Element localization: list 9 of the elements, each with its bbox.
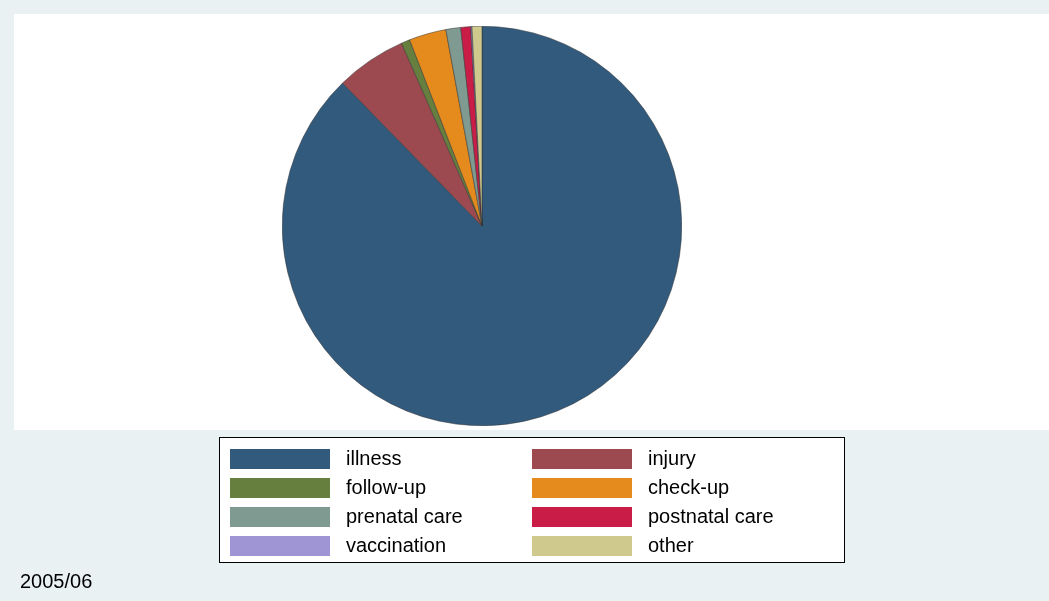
legend-label: illness bbox=[346, 447, 402, 470]
legend-label: other bbox=[648, 534, 694, 557]
legend-label: prenatal care bbox=[346, 505, 463, 528]
legend-label: injury bbox=[648, 447, 696, 470]
legend-label: vaccination bbox=[346, 534, 447, 557]
legend-label: check-up bbox=[648, 476, 730, 499]
legend-label: follow-up bbox=[346, 476, 427, 499]
legend-label: postnatal care bbox=[648, 505, 774, 528]
text: 2005/06 bbox=[20, 570, 93, 593]
